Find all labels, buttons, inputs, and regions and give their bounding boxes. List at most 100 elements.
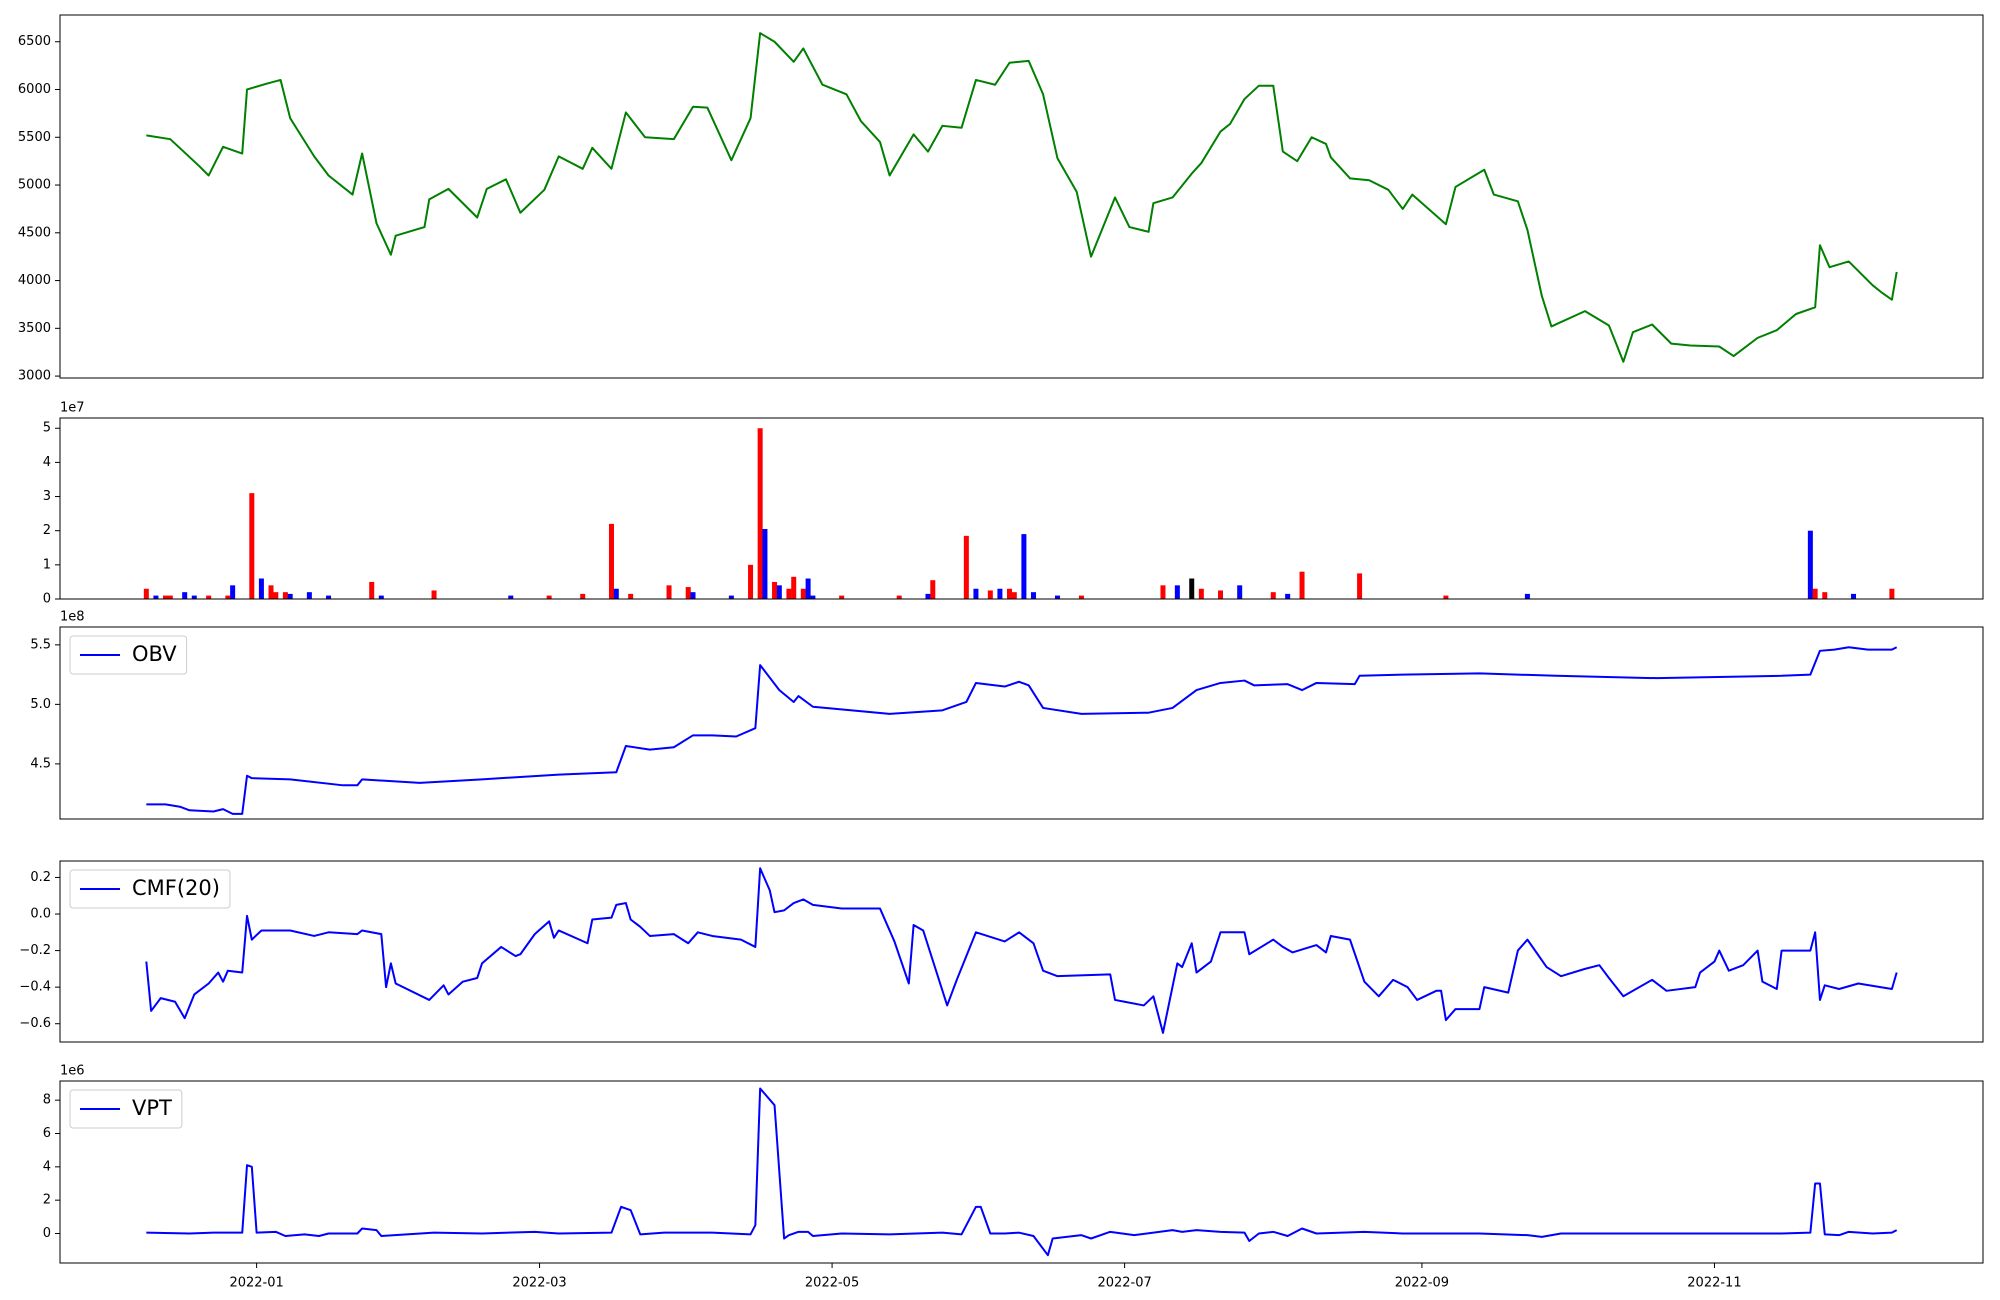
y-tick-label: 6500 (18, 34, 51, 49)
bar (1054, 595, 1060, 599)
y-tick-label: 1 (43, 557, 51, 572)
legend-text: VPT (132, 1096, 172, 1120)
y-tick-label: 0 (43, 592, 51, 607)
bar (786, 588, 792, 599)
bar (273, 592, 279, 599)
bar (143, 588, 149, 599)
bar (690, 592, 696, 599)
bar (896, 595, 902, 599)
legend-box (69, 869, 231, 909)
bar (791, 576, 797, 599)
y-tick-label: 4500 (18, 225, 51, 240)
y-tick-label: 4 (43, 1159, 51, 1174)
bar (182, 592, 188, 599)
offset-label: 1e7 (60, 401, 85, 416)
bar (800, 588, 806, 599)
bar (728, 595, 734, 599)
legend-text: OBV (132, 642, 177, 666)
y-tick-label: 0 (43, 1226, 51, 1241)
bar (810, 595, 816, 599)
bar (1524, 593, 1530, 599)
axes-frame (59, 417, 1984, 600)
bar (925, 593, 931, 599)
bar (748, 564, 754, 599)
bar (1160, 585, 1166, 599)
y-tick-label: 4.5 (30, 756, 51, 771)
bar (628, 593, 634, 599)
bar (163, 595, 169, 599)
bar (613, 588, 619, 599)
bar (772, 581, 778, 599)
x-tick-label: 2022-05 (805, 1276, 859, 1291)
bar (608, 523, 614, 599)
bar (930, 580, 936, 599)
bar (1357, 573, 1363, 599)
y-tick-label: 3 (43, 489, 51, 504)
y-tick-label: 0.0 (30, 907, 51, 922)
y-tick-label: −0.6 (19, 1016, 51, 1031)
data-line (146, 646, 1898, 815)
offset-label: 1e6 (60, 1064, 85, 1079)
bar (167, 595, 173, 599)
bar (1078, 595, 1084, 599)
legend-text: CMF(20) (132, 876, 220, 900)
bar (987, 590, 993, 599)
bar (1851, 593, 1857, 599)
x-tick-label: 2022-07 (1097, 1276, 1151, 1291)
bar (1237, 585, 1243, 599)
bar (153, 595, 159, 599)
bar (1007, 588, 1013, 599)
axes-frame (59, 860, 1984, 1043)
bar (546, 595, 552, 599)
y-tick-label: 5 (43, 421, 51, 436)
bar (1030, 592, 1036, 599)
bar (762, 528, 768, 599)
bar (268, 585, 274, 599)
y-tick-label: 2 (43, 1193, 51, 1208)
bar (191, 595, 197, 599)
legend-box (69, 635, 188, 675)
y-tick-label: 6 (43, 1126, 51, 1141)
y-tick-label: 5500 (18, 130, 51, 145)
axes-frame (59, 626, 1984, 820)
bar (580, 593, 586, 599)
bar (258, 578, 264, 599)
y-tick-label: −0.2 (19, 943, 51, 958)
y-tick-label: 2 (43, 523, 51, 538)
bar (1198, 588, 1204, 599)
y-tick-label: 5.5 (30, 637, 51, 652)
bar (1812, 588, 1818, 599)
y-tick-label: 3000 (18, 369, 51, 384)
bar (1218, 590, 1224, 599)
y-tick-label: 8 (43, 1093, 51, 1108)
bar (1889, 588, 1895, 599)
bar (997, 588, 1003, 599)
y-tick-label: −0.4 (19, 980, 51, 995)
bar (1021, 534, 1027, 599)
bar (757, 428, 763, 599)
bar (230, 585, 236, 599)
y-tick-label: 4 (43, 455, 51, 470)
bar (378, 595, 384, 599)
bar (1822, 592, 1828, 599)
x-tick-label: 2022-03 (512, 1276, 566, 1291)
bar (282, 592, 288, 599)
bar (685, 587, 691, 599)
bar (1285, 593, 1291, 599)
bar (249, 493, 255, 599)
x-tick-label: 2022-11 (1687, 1276, 1741, 1291)
bar (839, 595, 845, 599)
y-tick-label: 5.0 (30, 697, 51, 712)
y-tick-label: 5000 (18, 178, 51, 193)
bar (1189, 578, 1195, 599)
x-tick-label: 2022-01 (229, 1276, 283, 1291)
bar (225, 595, 231, 599)
bar (666, 585, 672, 599)
axes-frame (59, 1080, 1984, 1264)
y-tick-label: 4000 (18, 273, 51, 288)
bar (431, 590, 437, 599)
bar (963, 535, 969, 599)
bar (287, 593, 293, 599)
